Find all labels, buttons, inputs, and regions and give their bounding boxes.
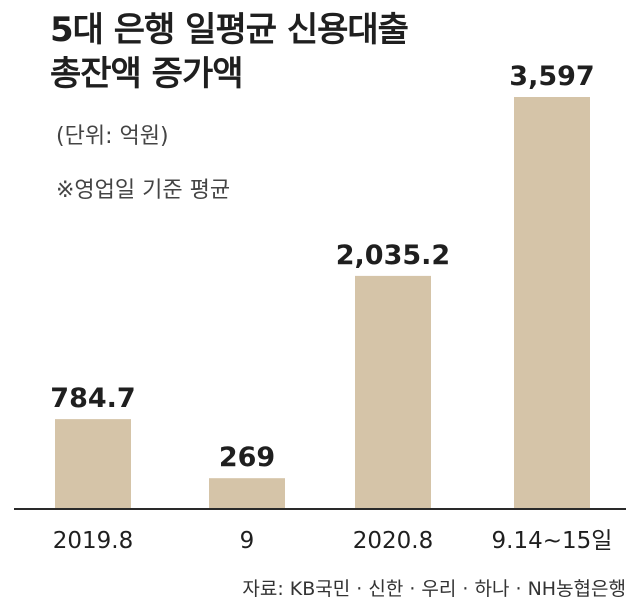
x-tick-label-1: 9 xyxy=(240,528,255,554)
value-label-3: 3,597 xyxy=(509,61,594,92)
bar-2 xyxy=(355,275,431,509)
bar-1 xyxy=(209,478,285,509)
chart-title-line-2: 총잔액 증가액 xyxy=(50,54,244,94)
value-label-2: 2,035.2 xyxy=(336,240,450,271)
x-tick-label-0: 2019.8 xyxy=(53,528,133,554)
x-tick-label-3: 9.14~15일 xyxy=(492,528,613,554)
value-label-0: 784.7 xyxy=(50,383,135,414)
source-note: 자료: KB국민 · 신한 · 우리 · 하나 · NH농협은행 xyxy=(242,578,626,600)
value-label-1: 269 xyxy=(219,442,275,473)
chart-title: 5대 은행 일평균 신용대출 총잔액 증가액 xyxy=(50,8,570,96)
unit-note: (단위: 억원) xyxy=(56,124,169,149)
footnote: ※영업일 기준 평균 xyxy=(56,178,231,203)
bar-3 xyxy=(514,97,590,509)
chart-title-line-1: 5대 은행 일평균 신용대출 xyxy=(50,10,409,50)
bar-0 xyxy=(55,419,131,509)
x-tick-label-2: 2020.8 xyxy=(353,528,433,554)
